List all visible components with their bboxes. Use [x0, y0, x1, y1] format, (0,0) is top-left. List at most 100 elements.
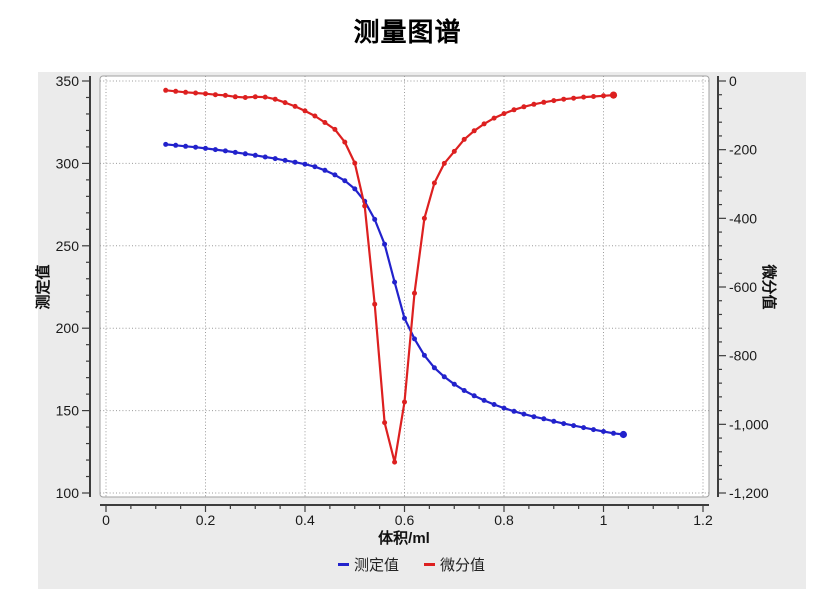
grid	[100, 76, 709, 497]
data-point-derivative	[521, 104, 527, 110]
data-point-derivative	[591, 94, 596, 99]
y-axis-right-tick-label: -1,000	[729, 416, 769, 432]
data-point-derivative	[421, 215, 427, 221]
data-point-derivative	[222, 92, 228, 98]
data-point-measured	[451, 381, 457, 387]
legend-label-measured: 测定值	[354, 557, 399, 574]
data-point-derivative	[193, 90, 199, 96]
y-axis-left-tick-label: 100	[56, 485, 80, 501]
chart-title: 测量图谱	[353, 17, 462, 47]
data-point-derivative	[342, 139, 348, 145]
series-measured	[163, 141, 628, 439]
data-point-measured	[342, 178, 348, 184]
y-axis-left: 350 300 250 200 150 100	[56, 73, 91, 501]
data-point-measured	[531, 414, 537, 420]
data-point-measured	[372, 216, 378, 222]
data-point-measured	[521, 411, 527, 417]
data-point-derivative	[392, 459, 398, 465]
y-axis-right-tick-label: -1,200	[729, 485, 769, 501]
data-point-measured	[591, 427, 596, 433]
data-point-measured	[282, 157, 288, 163]
legend-item-measured: 测定值	[338, 557, 399, 574]
y-axis-left-tick-label: 300	[56, 155, 80, 171]
data-point-measured	[242, 151, 248, 157]
data-point-derivative	[402, 399, 407, 405]
data-point-derivative	[332, 126, 338, 132]
data-point-derivative	[173, 88, 179, 94]
data-point-derivative	[272, 96, 278, 102]
data-point-derivative	[581, 94, 587, 100]
data-point-derivative	[551, 98, 557, 104]
data-point-derivative	[312, 113, 318, 119]
data-point-derivative	[609, 91, 618, 99]
y-axis-left-title: 测定值	[34, 264, 52, 309]
data-point-derivative	[541, 99, 547, 105]
data-point-derivative	[501, 111, 507, 117]
data-point-derivative	[362, 203, 368, 209]
data-point-derivative	[212, 92, 218, 98]
data-point-derivative	[163, 87, 169, 93]
data-point-measured	[382, 241, 388, 247]
data-point-derivative	[232, 94, 238, 100]
data-point-measured	[163, 141, 169, 147]
data-point-measured	[481, 397, 487, 403]
x-axis-tick-label: 1	[600, 512, 608, 528]
data-point-measured	[392, 279, 398, 285]
y-axis-left-tick-label: 350	[56, 73, 80, 89]
data-point-measured	[352, 186, 358, 192]
data-point-derivative	[561, 96, 567, 102]
data-point-measured	[581, 425, 587, 431]
legend-label-derivative: 微分值	[440, 557, 485, 574]
data-point-measured	[619, 430, 628, 439]
data-point-measured	[601, 429, 606, 434]
y-axis-left-tick-label: 200	[56, 320, 80, 336]
y-axis-left-tick-label: 250	[56, 238, 80, 254]
data-point-derivative	[531, 101, 537, 107]
data-point-measured	[302, 161, 308, 167]
data-point-derivative	[441, 160, 447, 166]
data-point-measured	[322, 167, 328, 173]
y-axis-right-tick-label: -200	[729, 142, 757, 158]
x-axis-tick-label: 0.4	[295, 512, 315, 528]
data-point-derivative	[302, 108, 308, 114]
data-point-derivative	[461, 136, 467, 142]
data-point-derivative	[292, 103, 298, 109]
x-axis-tick-label: 0.2	[196, 512, 216, 528]
data-point-derivative	[372, 301, 378, 307]
data-point-measured	[571, 423, 577, 429]
data-point-measured	[232, 149, 238, 155]
data-point-measured	[412, 336, 417, 342]
data-point-derivative	[242, 95, 248, 100]
data-point-derivative	[601, 93, 606, 99]
series-line-derivative	[164, 89, 615, 464]
data-point-measured	[193, 144, 199, 150]
data-point-measured	[222, 148, 228, 154]
data-point-measured	[431, 365, 437, 371]
y-axis-right-title: 微分值	[760, 263, 778, 309]
data-point-derivative	[511, 107, 517, 113]
y-axis-left-tick-label: 150	[56, 403, 80, 419]
data-point-measured	[421, 352, 427, 358]
data-point-measured	[441, 374, 447, 380]
data-point-measured	[551, 418, 557, 424]
legend-item-derivative: 微分值	[424, 557, 485, 574]
data-point-measured	[203, 145, 208, 151]
data-point-derivative	[571, 95, 577, 101]
data-point-derivative	[252, 94, 258, 100]
data-point-measured	[402, 315, 407, 321]
x-axis-tick-label: 0.8	[494, 512, 514, 528]
data-point-derivative	[282, 100, 288, 106]
data-point-derivative	[471, 128, 477, 134]
data-point-measured	[183, 143, 189, 149]
data-point-derivative	[481, 121, 487, 127]
y-axis-right-tick-label: -800	[729, 348, 757, 364]
data-point-derivative	[183, 89, 189, 95]
data-point-measured	[272, 156, 278, 162]
y-axis-right-tick-label: -400	[729, 210, 757, 226]
data-point-measured	[541, 416, 547, 422]
data-point-measured	[173, 142, 179, 148]
data-point-measured	[511, 408, 517, 414]
y-axis-right: 0 -200 -400 -600 -800 -1,000 -1,200	[717, 73, 769, 501]
data-point-measured	[461, 388, 467, 393]
